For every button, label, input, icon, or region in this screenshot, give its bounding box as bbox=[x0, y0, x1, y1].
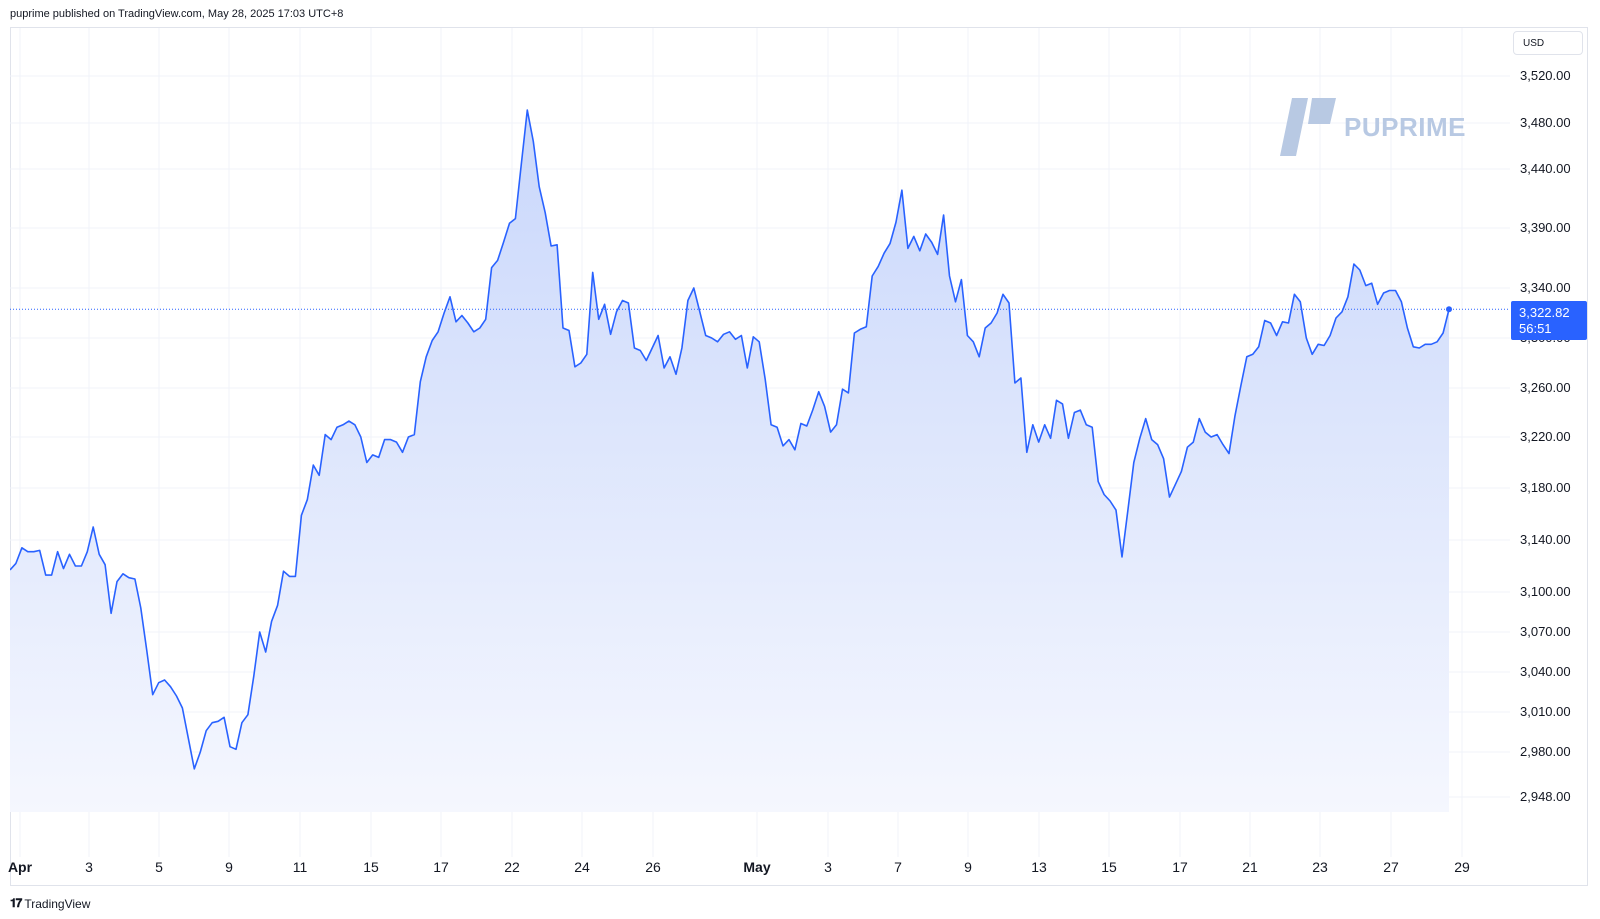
price-tick-label: 3,040.00 bbox=[1520, 664, 1571, 679]
price-tick-label: 3,070.00 bbox=[1520, 624, 1571, 639]
price-tick-label: 2,948.00 bbox=[1520, 789, 1571, 804]
last-price-dot bbox=[1446, 306, 1452, 313]
price-tick-label: 3,140.00 bbox=[1520, 532, 1571, 547]
price-axis[interactable]: 3,520.00 3,480.00 3,440.00 3,390.00 3,340.00… bbox=[1520, 68, 1571, 804]
tradingview-logo-icon: 𝟏𝟕 bbox=[10, 896, 22, 910]
time-tick-label: 9 bbox=[225, 859, 233, 875]
time-tick-label: 9 bbox=[964, 859, 972, 875]
price-tick-label: 3,100.00 bbox=[1520, 584, 1571, 599]
price-tick-label: 3,010.00 bbox=[1520, 704, 1571, 719]
price-tick-label: 3,520.00 bbox=[1520, 68, 1571, 83]
time-axis[interactable]: Apr 3 5 9 11 15 17 22 24 26 May 3 7 9 13 15 17 21 23 27 29 bbox=[8, 859, 1470, 875]
chart-frame bbox=[10, 27, 1588, 886]
price-tick-label: 3,480.00 bbox=[1520, 115, 1571, 130]
time-tick-label: 27 bbox=[1383, 859, 1399, 875]
price-tick-label: 3,340.00 bbox=[1520, 280, 1571, 295]
time-tick-label: 5 bbox=[155, 859, 163, 875]
time-tick-label: 11 bbox=[293, 859, 308, 875]
watermark-text: PUPRIME bbox=[1344, 111, 1466, 142]
tradingview-brand[interactable]: 𝟏𝟕 TradingView bbox=[10, 896, 90, 911]
time-tick-label: 3 bbox=[85, 859, 93, 875]
currency-selector[interactable]: USD bbox=[1513, 31, 1583, 55]
time-tick-label: 3 bbox=[824, 859, 832, 875]
time-tick-label: May bbox=[743, 859, 770, 875]
price-tick-label: 3,180.00 bbox=[1520, 480, 1571, 495]
time-tick-label: 22 bbox=[504, 859, 520, 875]
time-tick-label: 24 bbox=[574, 859, 590, 875]
last-price-label: 3,322.82 56:51 bbox=[1511, 301, 1587, 340]
price-area-fill bbox=[10, 110, 1449, 813]
time-tick-label: 15 bbox=[363, 859, 379, 875]
puprime-watermark: PUPRIME bbox=[1278, 98, 1466, 156]
time-tick-label: 17 bbox=[433, 859, 449, 875]
time-tick-label: 17 bbox=[1172, 859, 1188, 875]
time-tick-label: 7 bbox=[894, 859, 902, 875]
time-tick-label: 15 bbox=[1101, 859, 1117, 875]
puprime-logo-icon bbox=[1280, 98, 1336, 156]
price-tick-label: 3,390.00 bbox=[1520, 220, 1571, 235]
price-tick-label: 3,220.00 bbox=[1520, 429, 1571, 444]
price-line[interactable] bbox=[10, 109, 1450, 770]
time-tick-label: Apr bbox=[8, 859, 33, 875]
price-tick-label: 3,440.00 bbox=[1520, 161, 1571, 176]
time-tick-label: 13 bbox=[1031, 859, 1047, 875]
price-tick-label: 2,980.00 bbox=[1520, 744, 1571, 759]
publish-attribution: puprime published on TradingView.com, Ma… bbox=[10, 8, 344, 20]
time-tick-label: 21 bbox=[1242, 859, 1258, 875]
time-tick-label: 23 bbox=[1312, 859, 1328, 875]
time-tick-label: 26 bbox=[645, 859, 661, 875]
last-price-value: 3,322.82 bbox=[1519, 305, 1570, 320]
time-tick-label: 29 bbox=[1454, 859, 1470, 875]
brand-label: TradingView bbox=[24, 896, 91, 911]
bar-countdown: 56:51 bbox=[1519, 321, 1552, 336]
price-tick-label: 3,260.00 bbox=[1520, 380, 1571, 395]
